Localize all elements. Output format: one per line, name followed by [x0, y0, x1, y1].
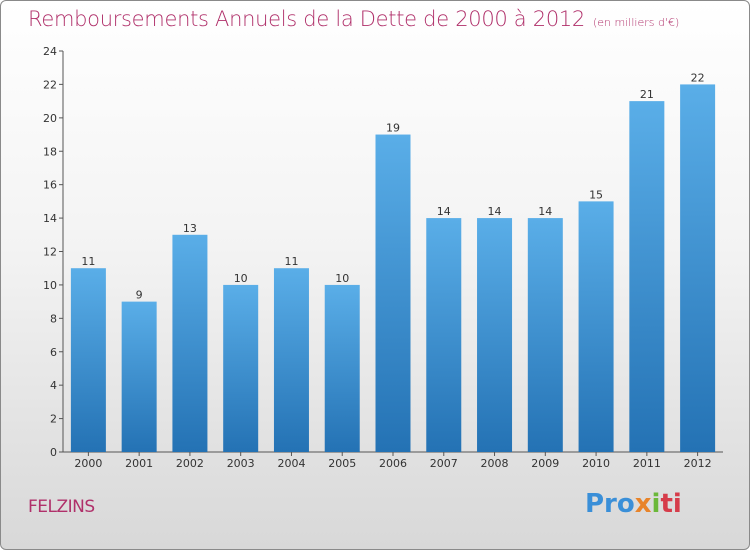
data-label: 19 — [386, 122, 400, 135]
data-label: 10 — [234, 272, 248, 285]
data-label: 21 — [640, 88, 654, 101]
x-tick-label: 2003 — [227, 457, 255, 470]
bar — [324, 284, 360, 452]
chart-unit: (en milliers d'€) — [593, 16, 680, 29]
data-label: 14 — [488, 205, 502, 218]
bar — [121, 301, 157, 452]
data-label: 22 — [691, 71, 705, 84]
logo-part-1: Pro — [585, 489, 635, 519]
y-tick-label: 24 — [43, 45, 57, 58]
data-label: 10 — [335, 272, 349, 285]
data-label: 9 — [136, 289, 143, 302]
bar — [172, 234, 208, 452]
x-tick-label: 2000 — [74, 457, 102, 470]
logo-part-3: i — [651, 489, 661, 519]
logo-part-4: ti — [660, 489, 682, 519]
data-label: 13 — [183, 222, 197, 235]
data-label: 15 — [589, 188, 603, 201]
y-tick-label: 20 — [43, 112, 57, 125]
commune-name: FELZINS — [28, 497, 95, 517]
x-tick-label: 2010 — [582, 457, 610, 470]
y-tick-label: 22 — [43, 78, 57, 91]
bar — [629, 101, 665, 452]
chart-title: Remboursements Annuels de la Dette de 20… — [28, 7, 679, 31]
y-tick-label: 16 — [43, 179, 57, 192]
bar — [527, 218, 563, 452]
y-tick-label: 8 — [50, 312, 57, 325]
bar — [223, 284, 259, 452]
y-tick-label: 6 — [50, 346, 57, 359]
data-label: 14 — [437, 205, 451, 218]
x-tick-label: 2006 — [379, 457, 407, 470]
data-label: 11 — [81, 255, 95, 268]
bar — [273, 268, 309, 452]
bar — [578, 201, 614, 452]
x-tick-label: 2009 — [531, 457, 559, 470]
bar — [477, 218, 513, 452]
y-tick-label: 14 — [43, 212, 57, 225]
x-tick-label: 2005 — [328, 457, 356, 470]
x-tick-label: 2002 — [176, 457, 204, 470]
bar — [375, 134, 411, 452]
y-tick-label: 2 — [50, 413, 57, 426]
y-tick-label: 12 — [43, 246, 57, 259]
bar — [426, 218, 462, 452]
bars — [70, 84, 716, 453]
bar — [680, 84, 716, 453]
x-tick-label: 2001 — [125, 457, 153, 470]
x-tick-label: 2008 — [481, 457, 509, 470]
y-tick-label: 0 — [50, 446, 57, 459]
data-label: 11 — [284, 255, 298, 268]
x-tick-label: 2011 — [633, 457, 661, 470]
data-label: 14 — [538, 205, 552, 218]
y-tick-label: 10 — [43, 279, 57, 292]
value-labels: 11 9 13 10 11 10 19 14 14 14 15 21 22 — [81, 71, 704, 301]
proxiti-logo: Proxiti — [585, 489, 682, 519]
chart-title-text: Remboursements Annuels de la Dette de 20… — [28, 7, 585, 31]
x-tick-label: 2007 — [430, 457, 458, 470]
y-tick-label: 4 — [50, 379, 57, 392]
x-tick-label: 2012 — [684, 457, 712, 470]
logo-part-2: x — [634, 489, 652, 519]
y-tick-label: 18 — [43, 145, 57, 158]
bar — [70, 268, 106, 452]
x-tick-label: 2004 — [277, 457, 305, 470]
